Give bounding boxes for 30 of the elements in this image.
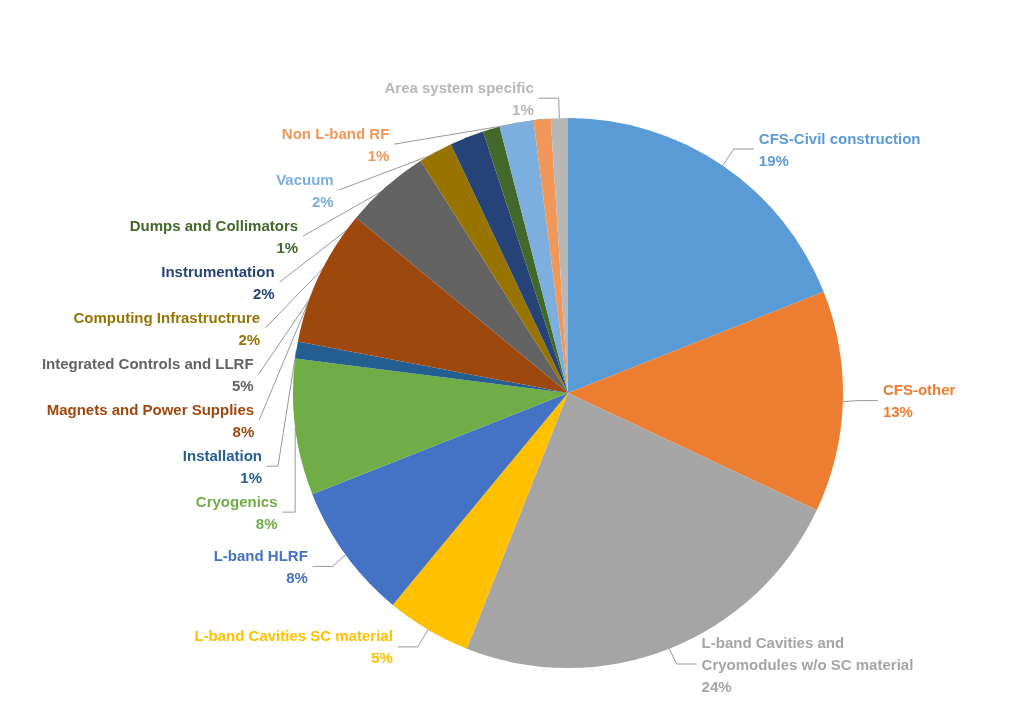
slice-label: Integrated Controls and LLRF bbox=[41, 354, 254, 372]
data-label: 13% bbox=[882, 403, 913, 421]
slice-label: Computing Infrastructrure bbox=[73, 308, 261, 326]
data-label: 5% bbox=[231, 376, 254, 394]
data-label: 1% bbox=[512, 100, 534, 118]
data-label: 5% bbox=[371, 649, 393, 667]
slice-label: Vacuum bbox=[276, 170, 334, 188]
data-label: 1% bbox=[276, 238, 299, 256]
slice-label: L-band Cavities SC material bbox=[194, 627, 393, 645]
data-label: 2% bbox=[238, 330, 261, 348]
data-label: 1% bbox=[367, 146, 390, 164]
slice-label: Non L-band RF bbox=[281, 124, 390, 142]
slice-label: Instrumentation bbox=[161, 262, 275, 280]
slice-label: Magnets and Power Supplies bbox=[46, 400, 255, 418]
data-label: 8% bbox=[286, 568, 308, 586]
slice-label: Dumps and Collimators bbox=[129, 216, 299, 234]
slice-label: Cryogenics bbox=[195, 492, 278, 510]
slice-label: Installation bbox=[182, 446, 262, 464]
data-label: 8% bbox=[232, 422, 255, 440]
data-label: 24% bbox=[701, 677, 732, 695]
data-label: 8% bbox=[255, 514, 278, 532]
slice-label: CFS-other bbox=[882, 381, 956, 399]
slice-label: CFS-Civil construction bbox=[758, 129, 921, 147]
slice-label: L-band Cavities and Cryomodules w/o SC material bbox=[701, 633, 914, 673]
data-label: 2% bbox=[252, 284, 275, 302]
data-label: 1% bbox=[240, 468, 262, 486]
data-label: 2% bbox=[312, 192, 334, 210]
slice-label: L-band HLRF bbox=[213, 546, 308, 564]
data-label: 19% bbox=[758, 151, 789, 169]
slice-label: Area system specific bbox=[384, 78, 534, 96]
